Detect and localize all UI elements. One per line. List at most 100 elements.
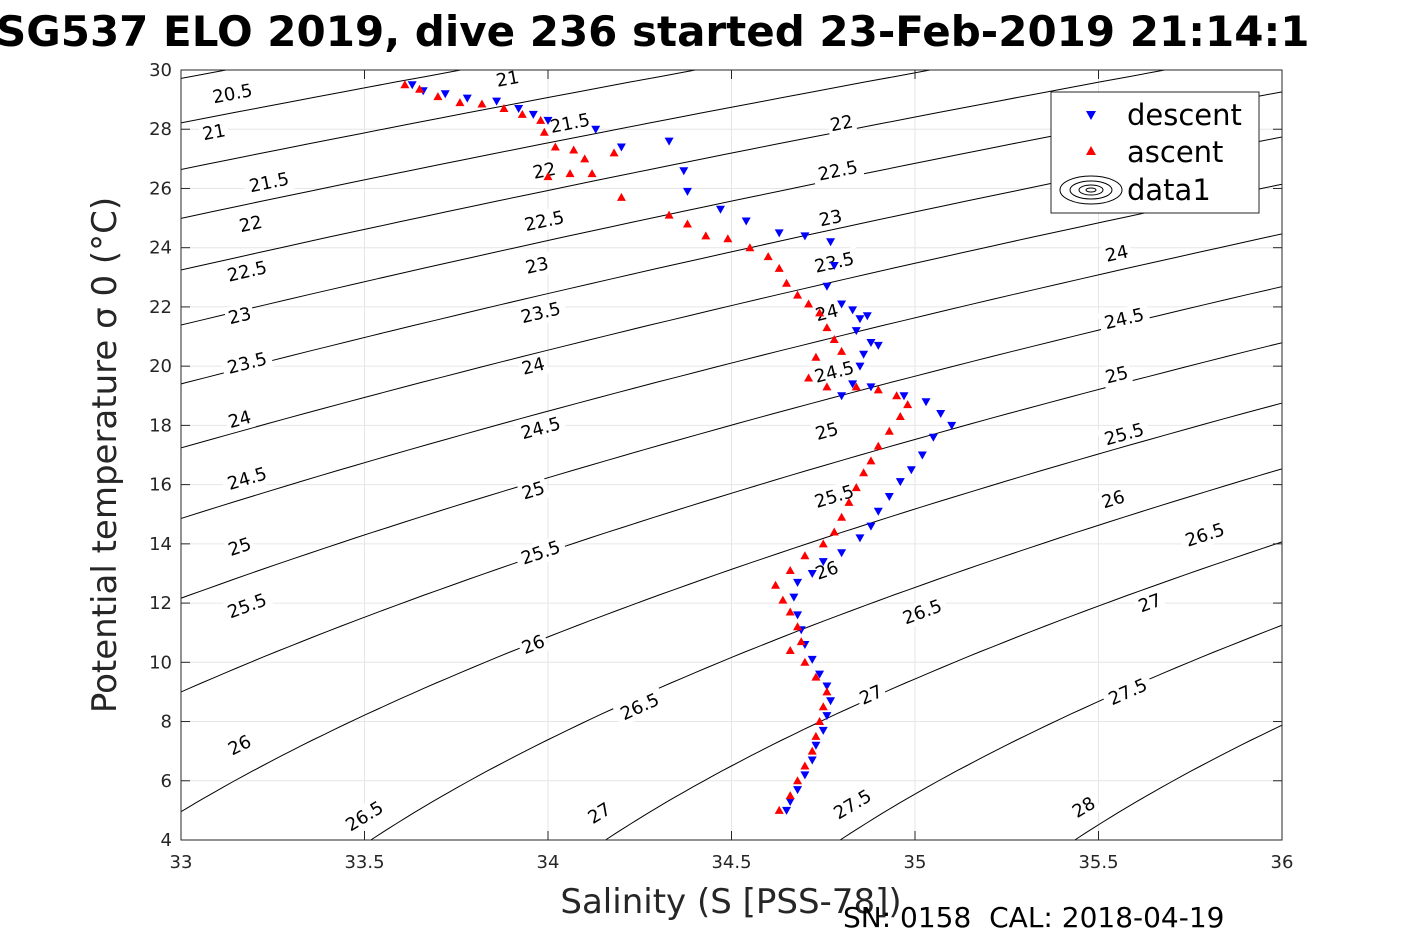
contour-label-bg	[810, 298, 844, 327]
chart-title: SG537 ELO 2019, dive 236 started 23-Feb-…	[0, 7, 1310, 56]
y-tick-label: 16	[149, 475, 172, 496]
density-contour	[181, 286, 1282, 599]
descent-point	[793, 786, 803, 795]
contour-label-bg	[517, 205, 572, 237]
density-contour	[369, 468, 1282, 840]
contour-label-bg	[513, 534, 568, 572]
contour-label-bg	[223, 405, 257, 434]
contour-label: 22	[234, 210, 267, 238]
descent-point	[807, 655, 817, 664]
contour-label-bg	[491, 65, 524, 93]
contour-label-bg	[516, 475, 550, 506]
descent-point	[741, 217, 751, 226]
descent-point	[822, 282, 832, 291]
descent-point	[895, 478, 905, 487]
contour-label: 24	[223, 405, 257, 434]
contour-label-bg	[807, 478, 862, 515]
ascent-point	[811, 352, 821, 361]
ascent-point	[811, 731, 821, 740]
descent-point	[848, 380, 858, 389]
legend[interactable]: descent ascent data1	[1050, 91, 1260, 214]
ascent-point	[859, 468, 869, 477]
ascent-point	[837, 512, 847, 521]
descent-point	[822, 682, 832, 691]
contour-label: 25	[516, 475, 550, 506]
descent-point	[848, 306, 858, 315]
descent-point	[928, 433, 938, 442]
descent-point	[800, 232, 810, 241]
descent-point	[936, 410, 946, 419]
contour-label-bg	[612, 686, 668, 728]
descent-point	[837, 549, 847, 558]
contour-label-bg	[219, 587, 275, 625]
descent-point	[785, 798, 795, 806]
ascent-point	[543, 172, 553, 181]
contour-label-bg	[242, 166, 296, 199]
descent-point	[826, 697, 836, 706]
density-contour	[1267, 40, 1417, 869]
contour-label-bg	[220, 255, 274, 288]
density-contour	[1073, 724, 1282, 840]
ascent-point	[851, 382, 861, 391]
ascent-point	[851, 483, 861, 492]
contour-label: 26	[222, 729, 258, 762]
ascent-point	[892, 391, 902, 400]
contour-label-bg	[513, 411, 568, 446]
x-tick-label: 34	[537, 852, 560, 873]
y-axis-ticks: 4 6 8 10 12 14 16 18 20 22 24 26 28 30	[149, 60, 1282, 851]
descent-point	[664, 137, 674, 146]
descent-point	[679, 167, 689, 176]
density-contour	[839, 624, 1282, 840]
contour-label-bg	[825, 782, 880, 827]
descent-point	[837, 300, 847, 309]
descent-point	[616, 143, 626, 152]
ascent-point	[815, 308, 825, 317]
ascent-point	[701, 231, 711, 240]
descent-point	[811, 741, 821, 750]
ascent-legend-marker	[1086, 146, 1096, 155]
ascent-point	[539, 127, 549, 136]
ascent-point	[866, 456, 876, 465]
ascent-point	[800, 551, 810, 560]
density-contour	[604, 541, 1282, 840]
contour-label: 23	[520, 251, 554, 280]
legend-descent: descent	[1127, 98, 1242, 132]
ascent-point	[829, 335, 839, 343]
ascent-point	[873, 441, 883, 450]
contour-label: 24	[1100, 239, 1133, 268]
ascent-point	[793, 622, 803, 631]
contour-label-bg	[810, 416, 844, 446]
density-contour	[181, 70, 933, 219]
ascent-point	[499, 104, 509, 112]
ascent-point	[565, 169, 575, 178]
contour-label-text: 24	[1103, 241, 1130, 266]
ascent-point	[455, 98, 465, 107]
ascent-point	[550, 142, 560, 151]
descent-point	[591, 125, 601, 134]
ascent-series	[400, 80, 913, 814]
contour-label-bg	[516, 629, 551, 660]
legend-ascent: ascent	[1127, 135, 1223, 169]
ascent-point	[580, 154, 590, 163]
descent-point	[866, 522, 876, 531]
contour-label-bg	[1097, 416, 1152, 452]
descent-point	[873, 507, 883, 516]
ascent-point	[796, 637, 806, 646]
y-tick-label: 20	[149, 356, 172, 377]
contour-label-bg	[205, 78, 260, 110]
descent-point	[793, 611, 803, 620]
ascent-point	[763, 252, 773, 261]
contour-label-bg	[895, 592, 950, 632]
descent-point	[921, 398, 931, 407]
descent-point	[873, 341, 883, 350]
descent-point	[859, 350, 869, 359]
contour-label-bg	[825, 109, 858, 137]
x-axis-label: Salinity (S [PSS-78])	[560, 882, 901, 922]
contour-label-text: 23	[524, 253, 551, 279]
contour-label-bg	[222, 531, 257, 562]
contour-label: 23.5	[220, 346, 275, 381]
descent-point	[440, 90, 450, 99]
contour-label: 27	[1132, 587, 1167, 619]
descent-point	[514, 105, 524, 113]
contour-label-text: 23	[226, 303, 253, 329]
